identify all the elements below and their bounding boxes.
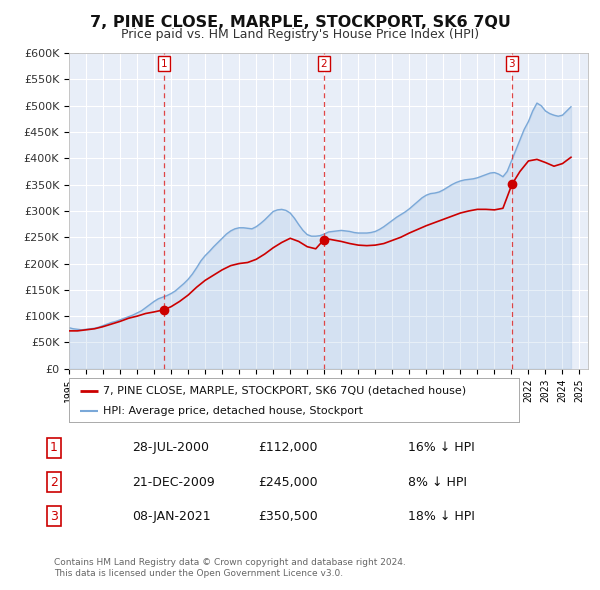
Text: Price paid vs. HM Land Registry's House Price Index (HPI): Price paid vs. HM Land Registry's House … [121,28,479,41]
Text: 16% ↓ HPI: 16% ↓ HPI [408,441,475,454]
Text: £112,000: £112,000 [258,441,318,454]
Text: 2: 2 [50,476,58,489]
Text: £245,000: £245,000 [258,476,318,489]
Text: 7, PINE CLOSE, MARPLE, STOCKPORT, SK6 7QU (detached house): 7, PINE CLOSE, MARPLE, STOCKPORT, SK6 7Q… [103,386,466,396]
Text: 3: 3 [509,58,515,68]
Text: Contains HM Land Registry data © Crown copyright and database right 2024.: Contains HM Land Registry data © Crown c… [54,558,406,566]
Text: 18% ↓ HPI: 18% ↓ HPI [408,510,475,523]
Text: 7, PINE CLOSE, MARPLE, STOCKPORT, SK6 7QU: 7, PINE CLOSE, MARPLE, STOCKPORT, SK6 7Q… [89,15,511,30]
Text: This data is licensed under the Open Government Licence v3.0.: This data is licensed under the Open Gov… [54,569,343,578]
Text: 28-JUL-2000: 28-JUL-2000 [132,441,209,454]
Text: 08-JAN-2021: 08-JAN-2021 [132,510,211,523]
Text: 1: 1 [50,441,58,454]
Text: 21-DEC-2009: 21-DEC-2009 [132,476,215,489]
Text: 8% ↓ HPI: 8% ↓ HPI [408,476,467,489]
Text: HPI: Average price, detached house, Stockport: HPI: Average price, detached house, Stoc… [103,406,363,416]
Text: £350,500: £350,500 [258,510,318,523]
Text: 1: 1 [160,58,167,68]
Text: 2: 2 [320,58,327,68]
Text: 3: 3 [50,510,58,523]
